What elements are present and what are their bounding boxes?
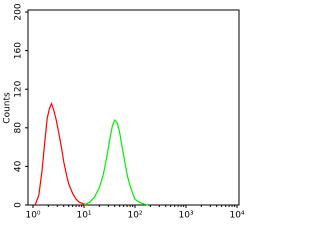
x-tick-label: 10¹ bbox=[76, 211, 91, 221]
y-axis-label: Counts bbox=[3, 92, 13, 124]
y-tick-label: 200 bbox=[14, 3, 24, 20]
y-tick-label: 40 bbox=[14, 160, 24, 172]
x-tick-label: 10³ bbox=[178, 211, 193, 221]
histogram-line bbox=[83, 118, 149, 206]
x-tick-label: 10⁴ bbox=[229, 211, 244, 221]
chart: Counts 0 40 80 120 160 200 10⁰ 10¹ 10² 10³ 10⁴ bbox=[3, 3, 245, 221]
x-tick-label: 10⁰ bbox=[25, 211, 40, 221]
y-tick-label: 80 bbox=[14, 122, 24, 134]
plot-frame bbox=[27, 9, 240, 206]
y-tick-label: 160 bbox=[14, 42, 24, 59]
y-tick-label: 120 bbox=[14, 80, 24, 97]
histogram-line bbox=[34, 102, 89, 206]
x-tick-label: 10² bbox=[127, 211, 142, 221]
y-tick-label: 0 bbox=[14, 202, 24, 208]
